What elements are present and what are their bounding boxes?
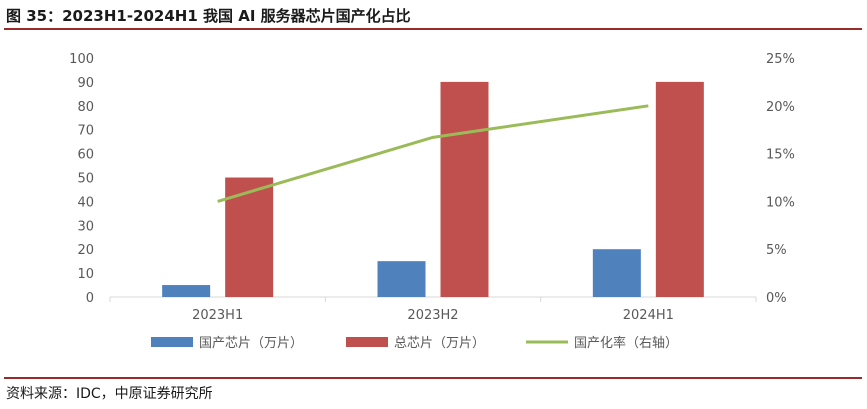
x-tick-label: 2023H2 [407, 308, 458, 323]
x-tick-label: 2024H1 [623, 308, 674, 323]
y-tick-label: 0 [86, 291, 94, 306]
y-tick-label: 40 [77, 195, 94, 210]
legend-localization-rate-label: 国产化率（右轴） [574, 335, 678, 351]
y2-tick-label: 25% [766, 52, 795, 67]
line-localization-rate [218, 106, 649, 202]
y2-tick-label: 5% [766, 243, 787, 258]
legend-total-chips-swatch [346, 337, 388, 347]
y-tick-label: 90 [77, 76, 94, 91]
bar-domestic-chips [378, 261, 426, 297]
y-tick-label: 60 [77, 148, 94, 163]
source-note: 资料来源：IDC，中原证券研究所 [6, 383, 213, 403]
bar-total-chips [225, 178, 273, 298]
y-tick-label: 10 [77, 267, 94, 282]
y2-tick-label: 10% [766, 195, 795, 210]
bar-domestic-chips [162, 285, 210, 297]
bar-total-chips [441, 82, 489, 297]
legend-domestic-chips-label: 国产芯片（万片） [199, 336, 303, 351]
bar-total-chips [656, 82, 704, 297]
y2-tick-label: 0% [766, 291, 787, 306]
y2-tick-label: 15% [766, 148, 795, 163]
y-tick-label: 50 [77, 172, 94, 187]
x-tick-label: 2023H1 [192, 308, 243, 323]
legend-total-chips-label: 总芯片（万片） [394, 336, 485, 351]
y-tick-label: 100 [69, 52, 94, 67]
y-tick-label: 70 [77, 124, 94, 139]
bottom-rule [4, 377, 862, 379]
y-tick-label: 30 [77, 219, 94, 234]
y2-tick-label: 20% [766, 100, 795, 115]
y-tick-label: 80 [77, 100, 94, 115]
y-tick-label: 20 [77, 243, 94, 258]
legend-domestic-chips-swatch [151, 337, 193, 347]
bar-domestic-chips [593, 249, 641, 297]
